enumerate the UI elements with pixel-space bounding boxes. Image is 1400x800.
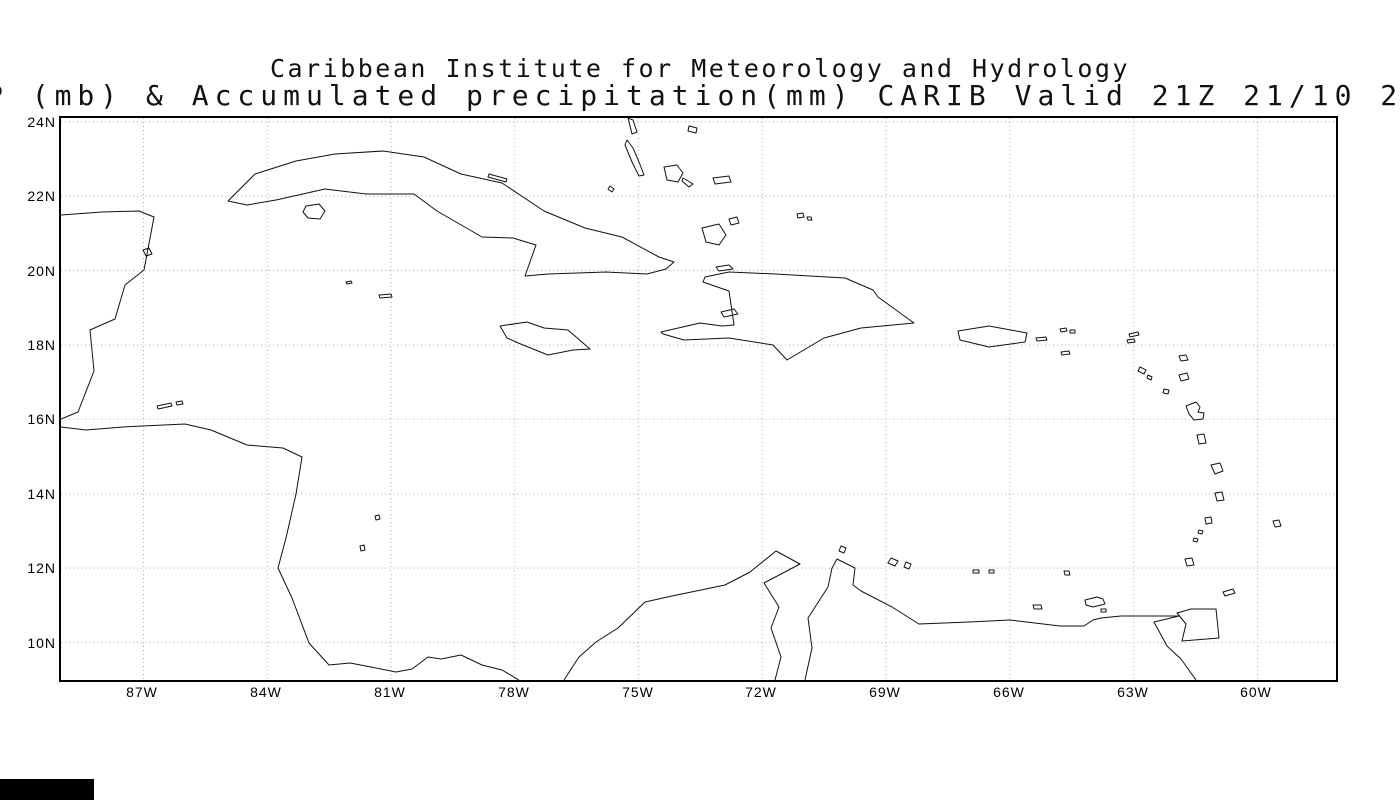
lat-label-24n: 24N: [27, 114, 56, 130]
south-america-coastline: [563, 550, 1197, 680]
bottom-left-black-bar: [0, 779, 94, 800]
lat-label-20n: 20N: [27, 263, 56, 279]
lat-label-18n: 18N: [27, 337, 56, 353]
bahamas-islands: [607, 118, 740, 246]
lon-label-87w: 87W: [126, 684, 158, 700]
puerto-rico-virgin-islands: [957, 325, 1076, 356]
grid-lines: [61, 118, 1336, 680]
cayman-islands: [345, 280, 393, 299]
lon-label-81w: 81W: [374, 684, 406, 700]
map-frame: [59, 116, 1338, 682]
lon-label-60w: 60W: [1240, 684, 1272, 700]
hispaniola-coastline: [660, 264, 915, 361]
lon-label-66w: 66W: [993, 684, 1025, 700]
lat-label-10n: 10N: [27, 635, 56, 651]
lesser-antilles-islands: [1126, 331, 1282, 567]
turks-caicos-islands: [796, 212, 813, 221]
yucatan-central-america-coastline: [61, 210, 520, 680]
venezuelan-islands: [972, 569, 1107, 613]
lat-label-22n: 22N: [27, 188, 56, 204]
lon-label-75w: 75W: [622, 684, 654, 700]
lon-label-84w: 84W: [250, 684, 282, 700]
abc-islands: [838, 545, 912, 570]
bay-islands: [156, 400, 184, 410]
lat-label-12n: 12N: [27, 560, 56, 576]
tobago-island: [1222, 588, 1236, 597]
trinidad-island: [1176, 608, 1220, 642]
lon-label-78w: 78W: [498, 684, 530, 700]
lon-label-69w: 69W: [869, 684, 901, 700]
lon-label-72w: 72W: [745, 684, 777, 700]
map-svg: [61, 118, 1336, 680]
lon-label-63w: 63W: [1117, 684, 1149, 700]
title-line1: Caribbean Institute for Meteorology and …: [269, 54, 1130, 83]
title-line2: P (mb) & Accumulated precipitation(mm) C…: [0, 79, 1400, 112]
coastlines: [61, 118, 1282, 680]
cuba-coastline: [227, 150, 675, 277]
lat-label-14n: 14N: [27, 486, 56, 502]
lat-label-16n: 16N: [27, 411, 56, 427]
san-andres-providencia: [359, 514, 381, 552]
jamaica-coastline: [499, 321, 591, 356]
